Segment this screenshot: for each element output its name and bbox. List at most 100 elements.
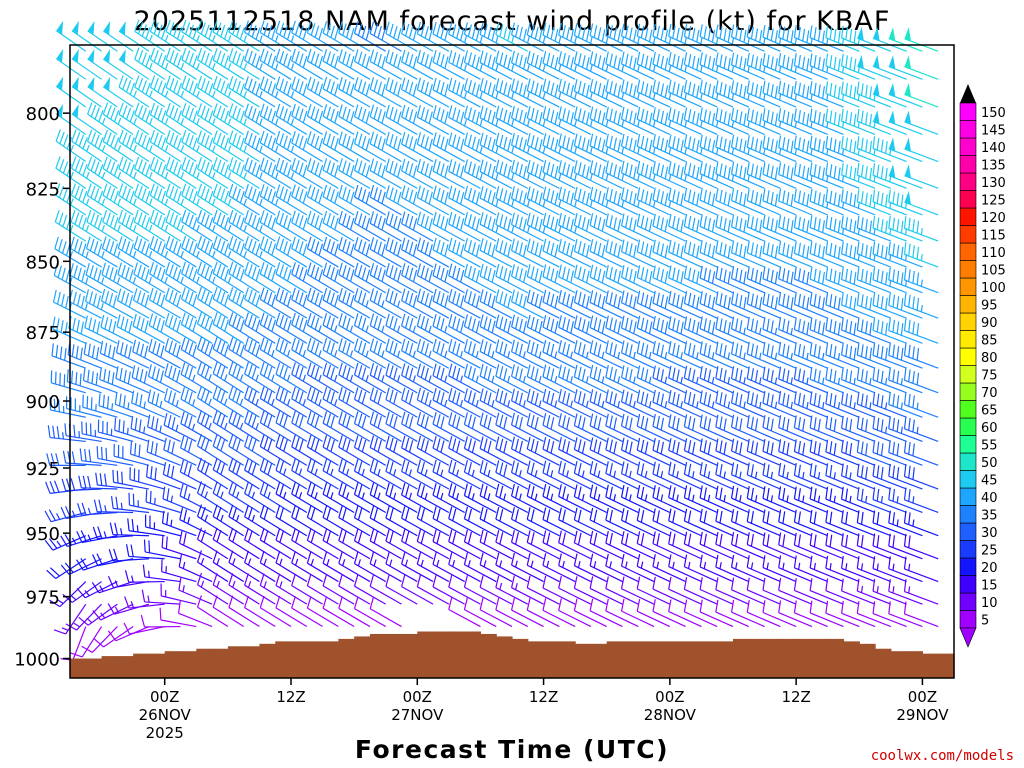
barb-full bbox=[247, 159, 253, 172]
barb-full bbox=[365, 269, 371, 282]
barb-full bbox=[573, 460, 578, 474]
barb-full bbox=[251, 317, 257, 330]
barb-full bbox=[306, 131, 312, 144]
barb-full bbox=[62, 134, 69, 147]
barb-full bbox=[510, 289, 515, 302]
barb-full bbox=[514, 366, 519, 379]
barb-full bbox=[440, 440, 445, 453]
barb-full bbox=[550, 82, 555, 96]
barb-full bbox=[91, 371, 94, 384]
barb-staff bbox=[369, 374, 402, 394]
barb-staff bbox=[511, 495, 544, 514]
wind-barb bbox=[589, 106, 623, 135]
barb-full bbox=[330, 53, 335, 66]
barb-half bbox=[471, 493, 475, 500]
barb-full bbox=[491, 84, 496, 97]
wind-barb bbox=[463, 289, 497, 319]
barb-full bbox=[353, 482, 359, 495]
wind-barb bbox=[275, 434, 308, 466]
barb-full bbox=[74, 185, 80, 198]
barb-full bbox=[495, 436, 500, 449]
barb-full bbox=[204, 438, 210, 451]
barb-half bbox=[637, 64, 640, 72]
wind-barb bbox=[463, 50, 497, 80]
barb-half bbox=[554, 400, 558, 408]
barb-full bbox=[432, 263, 437, 276]
barb-full bbox=[122, 77, 128, 90]
barb-staff bbox=[322, 539, 355, 560]
barb-full bbox=[566, 164, 570, 177]
barb-full bbox=[522, 56, 527, 70]
barb-full bbox=[291, 157, 296, 171]
barb-full bbox=[514, 134, 519, 148]
barb-staff bbox=[291, 195, 323, 216]
wind-barb bbox=[212, 527, 244, 560]
barb-staff bbox=[479, 518, 513, 537]
barb-full bbox=[566, 368, 570, 381]
barb-staff bbox=[354, 563, 387, 583]
barb-full bbox=[349, 111, 355, 124]
barb-full bbox=[581, 82, 586, 96]
barb-full bbox=[271, 27, 277, 40]
barb-full bbox=[577, 188, 582, 202]
barb-full bbox=[118, 419, 121, 432]
barb-full bbox=[150, 466, 153, 479]
barb-full bbox=[143, 539, 146, 552]
wind-barb bbox=[620, 290, 655, 319]
barb-full bbox=[192, 243, 198, 256]
wind-barb bbox=[463, 506, 497, 537]
barb-full bbox=[483, 508, 488, 522]
barb-full bbox=[291, 131, 296, 144]
barb-full bbox=[196, 19, 203, 33]
barb-full bbox=[342, 106, 347, 119]
wind-barb bbox=[558, 51, 592, 80]
barb-full bbox=[412, 83, 418, 97]
barb-staff bbox=[479, 223, 513, 242]
barb-staff bbox=[542, 301, 576, 319]
wind-barb bbox=[432, 412, 465, 442]
barb-full bbox=[78, 134, 85, 147]
barb-half bbox=[637, 36, 640, 44]
barb-full bbox=[373, 508, 379, 521]
wind-barb bbox=[149, 236, 181, 268]
barb-full bbox=[593, 241, 598, 254]
barb-staff bbox=[479, 495, 513, 514]
barb-full bbox=[416, 411, 422, 425]
barb-full bbox=[58, 212, 64, 225]
barb-full bbox=[467, 531, 472, 545]
barb-full bbox=[479, 159, 484, 172]
barb-full bbox=[322, 131, 328, 144]
barb-staff bbox=[228, 31, 260, 52]
barb-full bbox=[550, 110, 555, 123]
barb-full bbox=[546, 24, 551, 38]
barb-full bbox=[456, 293, 461, 306]
barb-full bbox=[463, 77, 469, 91]
wind-barb bbox=[510, 264, 544, 294]
barb-full bbox=[204, 266, 210, 279]
wind-barb bbox=[196, 572, 229, 605]
barb-full bbox=[597, 441, 602, 454]
barb-full bbox=[131, 365, 136, 378]
barb-full bbox=[342, 23, 347, 36]
barb-full bbox=[487, 268, 492, 281]
barb-full bbox=[546, 532, 551, 545]
barb-full bbox=[475, 138, 480, 152]
wind-barb bbox=[164, 363, 197, 394]
barb-full bbox=[127, 518, 130, 531]
barb-full bbox=[499, 24, 504, 37]
barb-full bbox=[640, 108, 645, 122]
barb-full bbox=[164, 338, 170, 351]
barb-full bbox=[365, 243, 371, 257]
barb-full bbox=[200, 132, 206, 145]
barb-half bbox=[196, 90, 200, 98]
barb-full bbox=[613, 319, 618, 332]
barb-full bbox=[349, 55, 355, 69]
wind-barb bbox=[479, 388, 513, 418]
wind-barb bbox=[134, 19, 166, 52]
barb-full bbox=[94, 134, 100, 147]
barb-half bbox=[247, 580, 252, 588]
barb-full bbox=[302, 83, 308, 96]
wind-barb bbox=[589, 530, 623, 560]
barb-full bbox=[640, 162, 645, 176]
wind-barb bbox=[353, 77, 387, 108]
